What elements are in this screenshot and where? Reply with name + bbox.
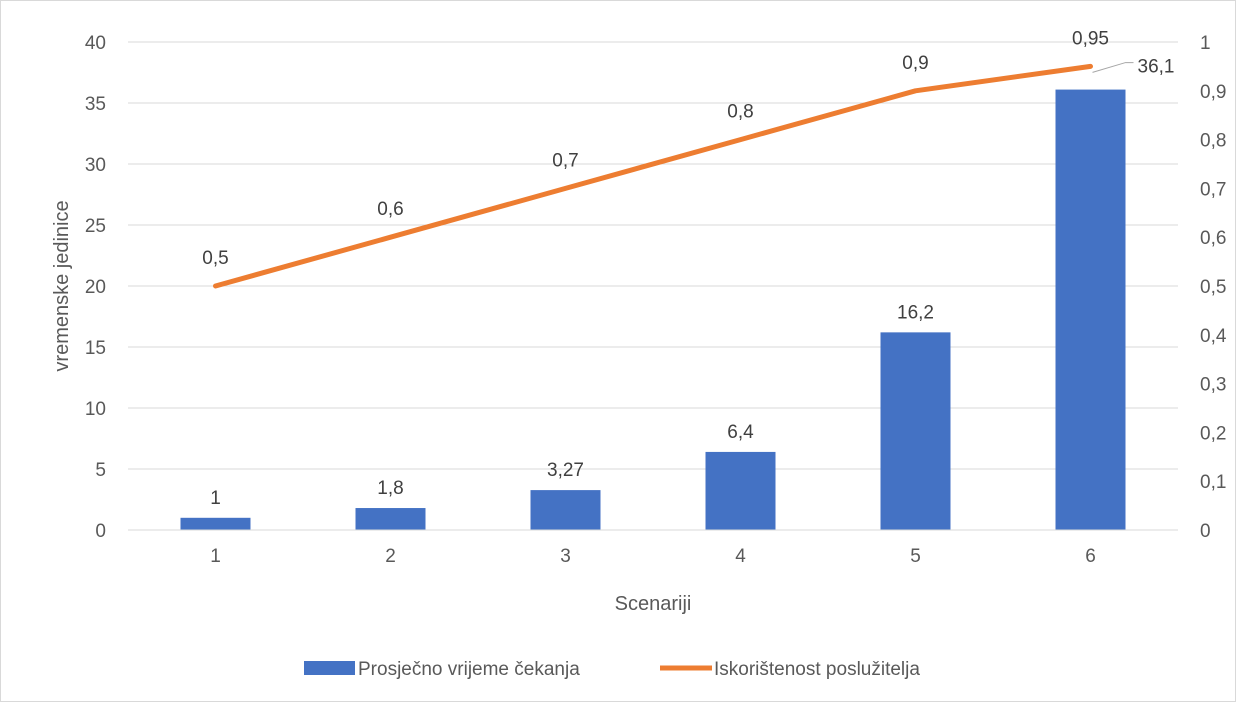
y-tick-label: 15 <box>85 338 106 359</box>
y-tick-label: 25 <box>85 216 106 237</box>
y-tick-label: 0 <box>95 521 106 542</box>
bar-series <box>180 89 1126 530</box>
data-labels: 1 1,8 3,27 6,4 16,2 36,1 0,5 0,6 0,7 0,8 0,9 0,95 <box>202 28 1174 508</box>
data-label-leader-line <box>1092 62 1134 73</box>
x-tick-label: 5 <box>910 546 921 567</box>
y-tick-label: 20 <box>85 277 106 298</box>
y2-tick-label: 0,7 <box>1200 179 1226 200</box>
bar-data-label: 36,1 <box>1138 57 1175 78</box>
y2-tick-label: 1 <box>1200 33 1211 54</box>
y2-tick-label: 0,2 <box>1200 423 1226 444</box>
line-data-label: 0,9 <box>902 53 928 74</box>
y-tick-label: 10 <box>85 399 106 420</box>
line-data-label: 0,6 <box>377 199 403 220</box>
y2-tick-label: 0,6 <box>1200 228 1226 249</box>
line-series <box>213 63 1093 289</box>
line-data-label: 0,5 <box>202 248 228 269</box>
bar-data-label: 6,4 <box>727 422 754 443</box>
y2-tick-label: 0,3 <box>1200 375 1226 396</box>
legend-swatch-bar <box>304 661 355 675</box>
bar <box>530 490 601 530</box>
y2-tick-label: 0 <box>1200 521 1211 542</box>
y2-tick-label: 0,5 <box>1200 277 1226 298</box>
legend-label-bar: Prosječno vrijeme čekanja <box>358 659 580 680</box>
legend-label-line: Iskorištenost poslužitelja <box>714 659 920 680</box>
line-data-label: 0,8 <box>727 102 753 123</box>
y2-tick-label: 0,8 <box>1200 131 1226 152</box>
y2-tick-label: 0,1 <box>1200 472 1226 493</box>
x-tick-label: 4 <box>735 546 746 567</box>
legend: Prosječno vrijeme čekanja Iskorištenost … <box>304 659 920 680</box>
x-tick-label: 6 <box>1085 546 1096 567</box>
bar-data-label: 3,27 <box>547 460 584 481</box>
bar <box>880 332 951 530</box>
bar-data-label: 1,8 <box>377 478 403 499</box>
x-tick-label: 3 <box>560 546 571 567</box>
axes: 051015202530354000,10,20,30,40,50,60,70,… <box>85 33 1227 567</box>
bar-data-label: 16,2 <box>897 302 934 323</box>
x-tick-label: 1 <box>210 546 221 567</box>
bar <box>355 508 426 530</box>
x-tick-label: 2 <box>385 546 396 567</box>
line-series-path <box>213 63 1093 289</box>
line-data-label: 0,7 <box>552 150 578 171</box>
y-tick-label: 5 <box>95 460 106 481</box>
bar <box>1055 89 1126 530</box>
gridlines <box>128 41 1178 470</box>
x-axis-title: Scenariji <box>615 593 692 615</box>
bar <box>180 517 251 530</box>
y-tick-label: 35 <box>85 94 106 115</box>
y-tick-label: 30 <box>85 155 106 176</box>
y2-tick-label: 0,4 <box>1200 326 1227 347</box>
y2-tick-label: 0,9 <box>1200 82 1226 103</box>
bar-data-label: 1 <box>210 488 221 509</box>
y-tick-label: 40 <box>85 33 106 54</box>
line-data-label: 0,95 <box>1072 28 1109 49</box>
y-axis-title: vremenske jedinice <box>51 200 73 371</box>
bar <box>705 451 776 530</box>
